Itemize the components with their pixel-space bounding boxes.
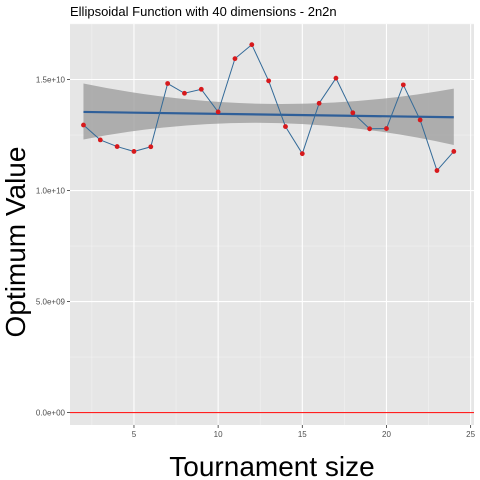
confidence-band-group	[83, 83, 454, 146]
x-tick-label: 15	[298, 430, 307, 439]
data-point	[451, 149, 457, 154]
data-point	[131, 149, 137, 154]
y-tick-label: 0.0e+00	[36, 409, 66, 418]
data-point	[333, 75, 339, 81]
x-tick-label: 20	[382, 430, 391, 439]
data-point	[350, 110, 356, 116]
data-point	[400, 82, 406, 88]
data-point	[215, 109, 221, 115]
data-point	[97, 137, 103, 143]
y-tick-label: 1.0e+10	[36, 187, 66, 196]
x-axis-title: Tournament size	[169, 451, 374, 480]
data-point	[148, 144, 154, 150]
grid-major	[70, 24, 474, 425]
data-point	[198, 86, 204, 92]
x-axis-ticks: 5 10 15 20 25	[132, 425, 476, 439]
y-tick-label: 5.0e+09	[36, 298, 66, 307]
data-point	[182, 90, 187, 96]
data-point	[367, 126, 373, 132]
data-point	[316, 100, 322, 106]
data-point	[249, 42, 255, 48]
plot-panel	[70, 24, 474, 425]
x-tick-label: 25	[466, 430, 475, 439]
data-point	[81, 122, 86, 128]
chart-title: Ellipsoidal Function with 40 dimensions …	[70, 4, 337, 19]
data-point	[283, 124, 288, 129]
data-point	[232, 56, 238, 62]
data-point	[266, 78, 272, 84]
x-tick-label: 5	[132, 430, 137, 439]
y-axis-title: Optimum Value	[0, 147, 31, 338]
y-tick-label: 1.5e+10	[36, 76, 66, 85]
data-point	[299, 151, 305, 157]
y-axis-ticks: 0.0e+00 5.0e+09 1.0e+10 1.5e+10	[36, 76, 70, 418]
data-point	[165, 81, 171, 86]
data-point	[114, 144, 120, 149]
regression-line	[83, 110, 454, 119]
points-group	[81, 42, 457, 173]
x-tick-label: 10	[214, 430, 223, 439]
data-point	[384, 126, 389, 131]
data-point	[434, 168, 440, 173]
data-point	[417, 117, 423, 123]
